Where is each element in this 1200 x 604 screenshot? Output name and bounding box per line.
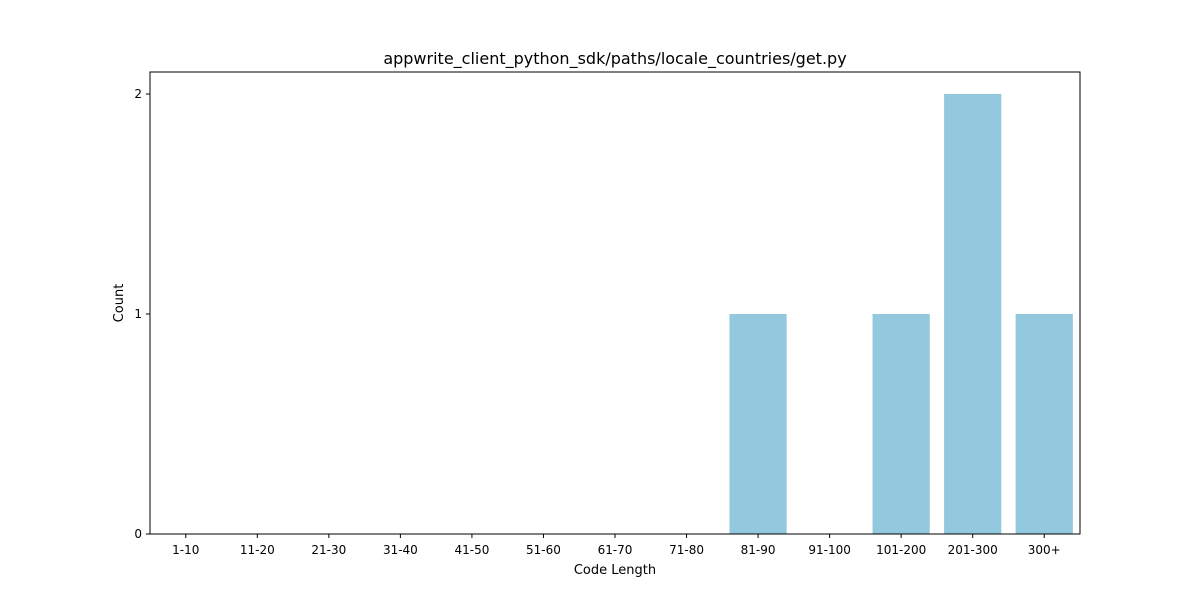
x-axis-ticks: 1-10 11-20 21-30 31-40 41-50 51-60 61-70 71-80 8… bbox=[172, 534, 1061, 557]
bars-group bbox=[729, 94, 1073, 534]
x-tick-label: 41-50 bbox=[454, 543, 489, 557]
x-tick-label: 51-60 bbox=[526, 543, 561, 557]
plot-frame bbox=[149, 71, 1081, 535]
x-axis-label: Code Length bbox=[574, 563, 656, 578]
x-tick-label: 300+ bbox=[1028, 543, 1061, 557]
x-tick-label: 71-80 bbox=[669, 543, 704, 557]
y-tick-label: 2 bbox=[134, 87, 142, 101]
x-tick-label: 101-200 bbox=[876, 543, 926, 557]
x-tick-label: 91-100 bbox=[808, 543, 851, 557]
y-tick-label: 0 bbox=[134, 527, 142, 541]
bar-300+ bbox=[1015, 314, 1073, 534]
chart-title: appwrite_client_python_sdk/paths/locale_… bbox=[383, 49, 846, 69]
x-tick-label: 61-70 bbox=[598, 543, 633, 557]
y-axis-ticks: 0 1 2 bbox=[134, 87, 150, 541]
x-tick-label: 201-300 bbox=[948, 543, 998, 557]
y-tick-label: 1 bbox=[134, 307, 142, 321]
x-tick-label: 31-40 bbox=[383, 543, 418, 557]
x-tick-label: 21-30 bbox=[311, 543, 346, 557]
x-tick-label: 1-10 bbox=[172, 543, 199, 557]
x-tick-label: 11-20 bbox=[240, 543, 275, 557]
x-tick-label: 81-90 bbox=[741, 543, 776, 557]
bar-101-200 bbox=[872, 314, 930, 534]
y-axis-label: Count bbox=[112, 284, 127, 323]
bar-81-90 bbox=[729, 314, 787, 534]
bar-201-300 bbox=[944, 94, 1002, 534]
